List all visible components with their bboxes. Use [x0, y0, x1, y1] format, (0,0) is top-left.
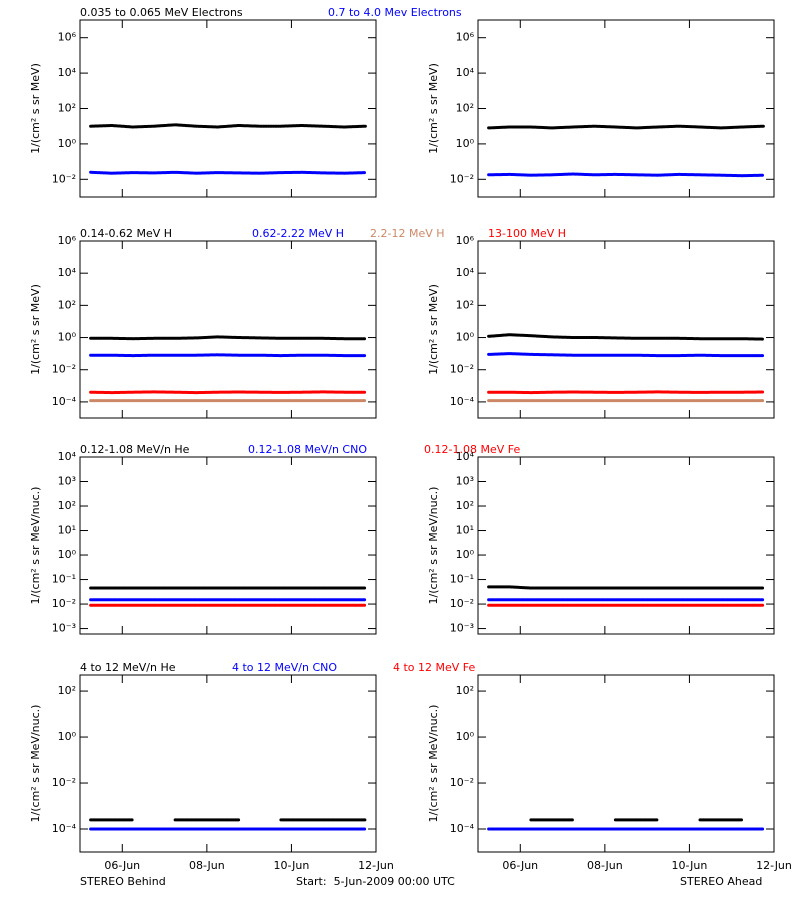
x-tick-label: 06-Jun — [502, 859, 538, 872]
plot-frame — [79, 456, 377, 635]
series-title: 4 to 12 MeV Fe — [393, 661, 476, 674]
y-tick-label: 10⁰ — [58, 137, 77, 150]
x-tick-label: 08-Jun — [587, 859, 623, 872]
data-series — [487, 333, 765, 341]
y-tick-label: 10² — [456, 298, 474, 311]
series-title: 13-100 MeV H — [488, 227, 566, 240]
series-title: 0.7 to 4.0 Mev Electrons — [328, 6, 462, 19]
y-axis-label: 1/(cm² s sr MeV) — [29, 63, 42, 154]
y-tick-label: 10⁶ — [58, 234, 77, 247]
y-tick-label: 10² — [456, 499, 474, 512]
data-series — [89, 390, 367, 395]
y-tick-label: 10⁴ — [58, 266, 77, 279]
y-tick-label: 10⁶ — [58, 31, 77, 44]
footer-center: Start: 5-Jun-2009 00:00 UTC — [296, 875, 455, 888]
data-series — [487, 352, 765, 358]
y-axis-label: 1/(cm² s sr MeV) — [29, 284, 42, 375]
series-title: 0.12-1.08 MeV/n He — [80, 443, 190, 456]
y-tick-label: 10⁻⁴ — [450, 822, 475, 835]
y-tick-label: 10⁻² — [450, 776, 474, 789]
y-tick-label: 10³ — [456, 475, 474, 488]
series-title: 4 to 12 MeV/n He — [80, 661, 176, 674]
y-tick-label: 10⁰ — [456, 730, 475, 743]
y-tick-label: 10⁻² — [450, 597, 474, 610]
y-tick-label: 10⁰ — [456, 548, 475, 561]
x-tick-label: 10-Jun — [672, 859, 708, 872]
y-tick-label: 10² — [456, 102, 474, 115]
data-series — [89, 335, 367, 341]
data-series — [487, 172, 765, 178]
x-tick-label: 06-Jun — [104, 859, 140, 872]
series-title: 4 to 12 MeV/n CNO — [232, 661, 337, 674]
y-tick-label: 10⁴ — [456, 266, 475, 279]
y-axis-label: 1/(cm² s sr MeV/nuc.) — [29, 487, 42, 605]
data-series — [89, 123, 367, 129]
y-tick-label: 10⁻¹ — [450, 573, 474, 586]
x-tick-label: 10-Jun — [274, 859, 310, 872]
y-axis-label: 1/(cm² s sr MeV/nuc.) — [427, 487, 440, 605]
y-tick-label: 10⁻⁴ — [52, 395, 77, 408]
plot-frame — [477, 240, 775, 419]
y-axis-label: 1/(cm² s sr MeV/nuc.) — [29, 705, 42, 823]
y-tick-label: 10⁻² — [450, 172, 474, 185]
y-tick-label: 10² — [58, 499, 76, 512]
y-tick-label: 10⁻² — [450, 363, 474, 376]
y-tick-label: 10² — [58, 102, 76, 115]
y-tick-label: 10² — [456, 684, 474, 697]
y-tick-label: 10⁻⁴ — [52, 822, 77, 835]
y-tick-label: 10⁻² — [52, 363, 76, 376]
plot-frame — [79, 240, 377, 419]
data-series — [89, 170, 367, 175]
footer-right: STEREO Ahead — [680, 875, 762, 888]
series-title: 0.035 to 0.065 MeV Electrons — [80, 6, 243, 19]
plot-frame — [477, 456, 775, 635]
y-tick-label: 10² — [58, 684, 76, 697]
series-title: 0.12-1.08 MeV Fe — [424, 443, 520, 456]
y-tick-label: 10⁻¹ — [52, 573, 76, 586]
y-tick-label: 10⁶ — [456, 234, 475, 247]
series-title: 0.62-2.22 MeV H — [252, 227, 344, 240]
y-tick-label: 10⁻² — [52, 172, 76, 185]
y-tick-label: 10⁴ — [58, 450, 77, 463]
x-tick-label: 08-Jun — [189, 859, 225, 872]
y-axis-label: 1/(cm² s sr MeV) — [427, 63, 440, 154]
plot-frame — [79, 674, 377, 853]
plot-frame — [477, 19, 775, 198]
data-series — [487, 585, 765, 590]
y-tick-label: 10⁻² — [52, 597, 76, 610]
y-tick-label: 10⁻³ — [52, 622, 76, 635]
y-tick-label: 10² — [58, 298, 76, 311]
plot-frame — [79, 19, 377, 198]
x-tick-label: 12-Jun — [756, 859, 792, 872]
y-tick-label: 10⁰ — [58, 331, 77, 344]
y-tick-label: 10³ — [58, 475, 76, 488]
series-title: 2.2-12 MeV H — [370, 227, 445, 240]
y-tick-label: 10⁻³ — [450, 622, 474, 635]
y-tick-label: 10⁰ — [58, 730, 77, 743]
y-axis-label: 1/(cm² s sr MeV) — [427, 284, 440, 375]
data-series — [89, 353, 367, 358]
x-tick-label: 12-Jun — [358, 859, 394, 872]
series-title: 0.14-0.62 MeV H — [80, 227, 172, 240]
series-title: 0.12-1.08 MeV/n CNO — [248, 443, 367, 456]
data-series — [487, 124, 765, 130]
data-series — [487, 390, 765, 395]
y-tick-label: 10⁶ — [456, 31, 475, 44]
y-tick-label: 10¹ — [456, 524, 474, 537]
y-tick-label: 10⁻⁴ — [450, 395, 475, 408]
y-tick-label: 10⁰ — [456, 331, 475, 344]
y-tick-label: 10⁴ — [456, 66, 475, 79]
y-tick-label: 10⁴ — [58, 66, 77, 79]
y-axis-label: 1/(cm² s sr MeV/nuc.) — [427, 705, 440, 823]
footer-left: STEREO Behind — [80, 875, 166, 888]
y-tick-label: 10⁰ — [456, 137, 475, 150]
y-tick-label: 10⁰ — [58, 548, 77, 561]
y-tick-label: 10⁻² — [52, 776, 76, 789]
y-tick-label: 10⁴ — [456, 450, 475, 463]
y-tick-label: 10¹ — [58, 524, 76, 537]
plot-frame — [477, 674, 775, 853]
